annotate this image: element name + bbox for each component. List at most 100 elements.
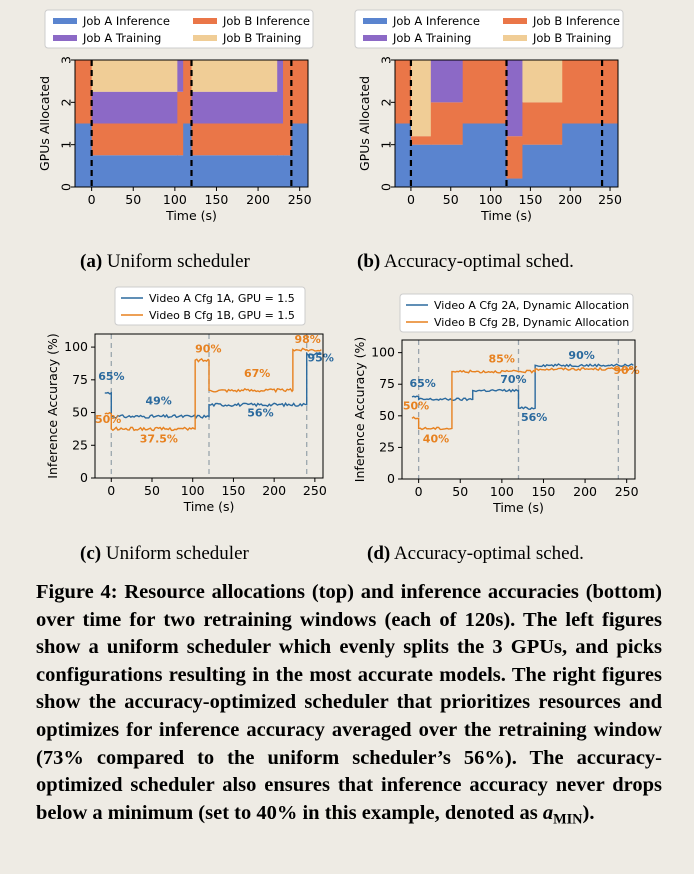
x-tick-label: 100 [181,483,205,498]
job-b-inference-area [395,60,412,124]
job-a-inference-area [291,123,309,187]
x-tick-label: 250 [303,483,327,498]
legend-box [399,293,634,333]
video-a-accuracy-line [411,363,634,410]
job-b-inference-area [177,91,184,156]
job-a-inference-area [430,144,464,187]
legend-label: Job A Training [82,31,161,45]
job-b-inference-area [291,60,309,124]
y-tick-label: 2 [379,98,394,106]
job-b-inference-area [283,60,292,156]
job-a-inference-area [283,155,292,187]
legend-swatch [503,35,527,41]
job-b-inference-area [522,102,563,145]
job-a-training-area [506,60,523,137]
legend-label: Job A Training [392,31,471,45]
x-tick-label: 100 [163,192,187,207]
x-tick-label: 250 [615,484,639,499]
subfig-label-a: (a) Uniform scheduler [80,251,250,272]
job-b-training-area [191,60,278,92]
accuracy-annotation: 90% [195,342,221,355]
job-a-inference-area [410,144,432,187]
accuracy-annotation: 98% [295,333,321,346]
legend-swatch [193,18,217,24]
legend-swatch [53,18,77,24]
chart-uniform-accuracy: 65% 50% 49% 37.5% 90% 67% 56% 98% 95% 0 50 100 150 20… [45,286,334,514]
x-axis-label: Time (s) [183,499,235,514]
legend-swatch [53,35,77,41]
legend-label: Video A Cfg 2A, Dynamic Allocation [434,299,629,312]
legend-label: Job A Inference [82,14,170,28]
subfig-label-b: (b) Accuracy-optimal sched. [357,251,574,272]
job-b-inference-area [277,123,284,156]
legend-label: Job B Inference [222,14,310,28]
job-a-inference-area [91,155,178,187]
job-b-inference-area [562,60,603,124]
figure-caption: Figure 4: Resource allocations (top) and… [36,579,662,834]
video-b-accuracy-line [411,366,634,431]
legend-label: Job B Inference [532,14,620,28]
x-tick-label: 250 [598,192,622,207]
x-tick-label: 100 [479,192,503,207]
y-axis-label: Inference Accuracy (%) [352,337,367,482]
job-a-inference-area [602,123,619,187]
chart-accuracy-optimal-allocation: 0 50 100 150 200 250 0 1 2 3 Time (s) GPUs Allocate… [354,9,624,223]
x-axis-label: Time (s) [165,208,217,223]
plot-frame [401,339,636,480]
x-tick-label: 50 [443,192,459,207]
video-a-accuracy-line [104,352,322,420]
y-tick-label: 100 [371,345,395,360]
job-b-inference-area [191,123,278,156]
x-axis-label: Time (s) [480,208,532,223]
y-tick-label: 3 [59,56,74,64]
x-tick-label: 50 [452,484,468,499]
legend-swatch [193,35,217,41]
y-tick-label: 3 [379,56,394,64]
y-tick-label: 1 [379,141,394,149]
caption-symbol: aMIN [542,801,583,828]
x-tick-label: 250 [288,192,312,207]
legend-label: Job B Training [532,31,611,45]
legend-swatch [363,35,387,41]
y-tick-label: 50 [72,405,88,420]
x-tick-label: 150 [532,484,556,499]
accuracy-annotation: 65% [98,370,124,383]
job-a-training-area [430,60,464,103]
x-tick-label: 200 [573,484,597,499]
accuracy-annotation: 90% [568,349,594,362]
video-b-accuracy-line [104,347,322,432]
legend-box [44,9,314,49]
y-axis-label: Inference Accuracy (%) [45,333,60,478]
y-tick-label: 100 [64,339,88,354]
x-tick-label: 100 [490,484,514,499]
x-tick-label: 0 [407,192,415,207]
job-a-training-area [91,91,178,124]
legend-swatch [503,18,527,24]
job-b-inference-area [75,60,93,124]
legend-label: Video B Cfg 2B, Dynamic Allocation [434,316,629,329]
y-tick-label: 0 [59,183,74,191]
y-tick-label: 0 [80,470,88,485]
accuracy-annotation: 85% [489,353,515,366]
job-b-inference-area [183,60,192,124]
job-a-inference-area [395,123,412,187]
x-tick-label: 50 [125,192,141,207]
accuracy-annotation: 50% [403,400,429,413]
job-a-inference-area [177,155,184,187]
y-tick-label: 75 [72,372,88,387]
job-b-inference-area [91,123,178,156]
subfig-label-c: (c) Uniform scheduler [80,543,249,564]
accuracy-annotation: 49% [145,395,171,408]
legend-label: Video A Cfg 1A, GPU = 1.5 [149,292,295,305]
chart-uniform-allocation: 0 50 100 150 200 250 0 1 2 3 Time (s) GPUs Allocate… [40,9,314,223]
plot-frame [74,59,309,188]
job-a-inference-area [562,123,603,187]
accuracy-annotation: 90% [613,364,639,377]
caption-text: Resource allocations (top) and inference… [36,581,662,824]
x-tick-label: 150 [518,192,542,207]
x-tick-label: 200 [246,192,270,207]
job-b-training-area [410,60,432,137]
plot-frame [94,333,324,479]
x-tick-label: 50 [144,483,160,498]
y-tick-label: 0 [387,471,395,486]
